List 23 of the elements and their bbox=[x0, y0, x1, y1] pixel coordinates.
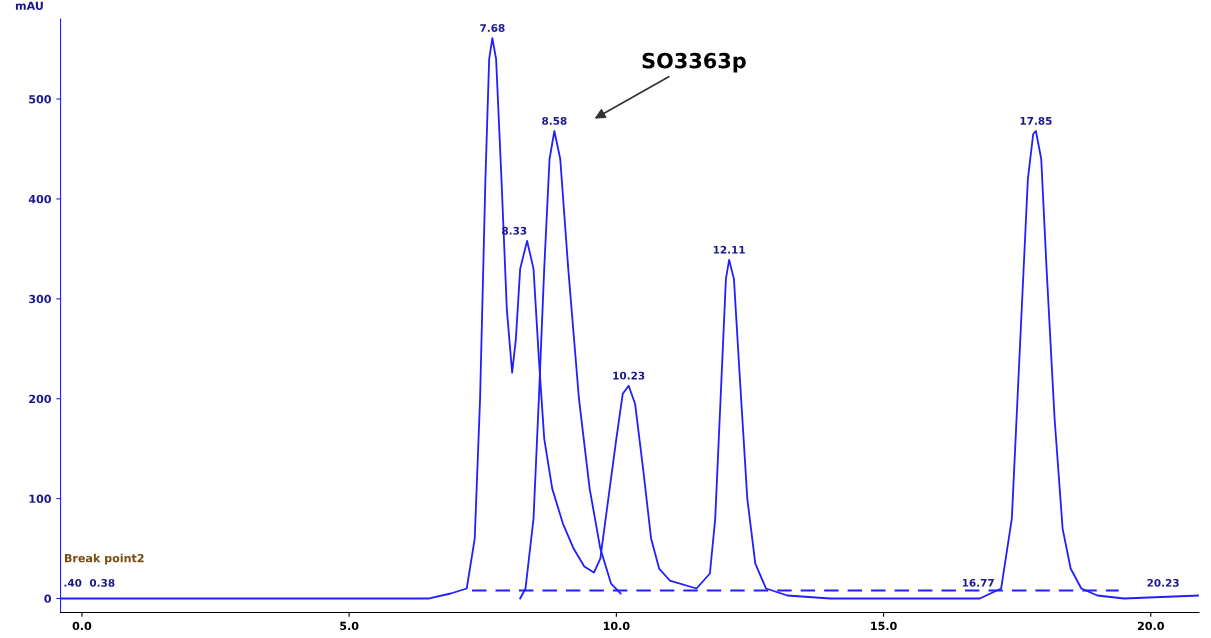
annotation: 8.58 bbox=[542, 116, 567, 125]
y-tick-label: 300 bbox=[29, 294, 51, 304]
y-tick-label: 400 bbox=[28, 194, 51, 204]
annotation: 17.85 bbox=[1020, 116, 1052, 125]
annotation: 10.23 bbox=[613, 371, 645, 380]
annotation: Break point2 bbox=[64, 553, 144, 565]
annotation: 7.68 bbox=[480, 24, 505, 32]
y-tick-label: 200 bbox=[29, 394, 51, 404]
x-tick-label: 5.0 bbox=[340, 621, 359, 631]
annotation: .40 bbox=[64, 578, 82, 587]
y-tick-label: 500 bbox=[29, 95, 51, 104]
x-tick-label: 15.0 bbox=[871, 621, 897, 631]
x-tick-label: 10.0 bbox=[603, 621, 630, 631]
annotation: 0.38 bbox=[89, 578, 115, 587]
annotation: 12.11 bbox=[713, 245, 745, 254]
annotation: 20.23 bbox=[1147, 578, 1179, 587]
y-axis-title: mAU bbox=[15, 1, 43, 10]
x-tick-label: 0.0 bbox=[72, 621, 92, 631]
annotation: 16.77 bbox=[962, 578, 994, 587]
y-tick-label: 0 bbox=[44, 594, 51, 603]
y-tick-label: 100 bbox=[29, 494, 51, 503]
x-tick-label: 20.0 bbox=[1137, 621, 1164, 631]
annotation: SO3363p bbox=[642, 52, 746, 73]
